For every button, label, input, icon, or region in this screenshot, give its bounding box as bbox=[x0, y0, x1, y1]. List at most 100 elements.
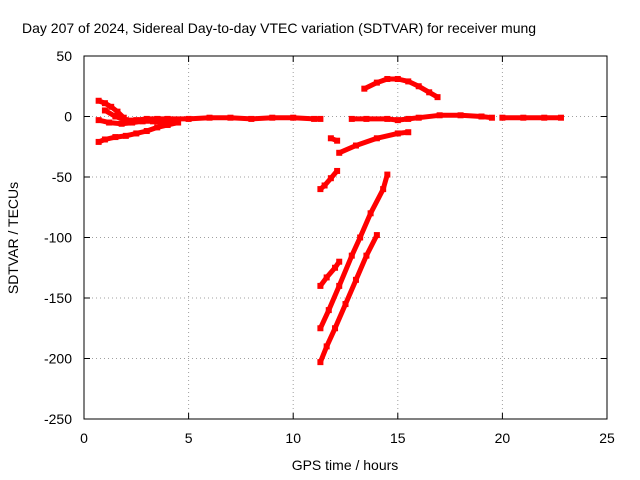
data-point bbox=[342, 301, 349, 308]
x-axis-label: GPS time / hours bbox=[292, 457, 399, 473]
data-point bbox=[106, 119, 113, 126]
data-point bbox=[336, 149, 343, 156]
y-tick-label: 50 bbox=[56, 48, 72, 64]
data-point bbox=[323, 274, 330, 281]
data-point bbox=[317, 282, 324, 289]
data-point bbox=[373, 232, 380, 239]
data-point bbox=[143, 128, 150, 135]
y-tick-label: -150 bbox=[44, 290, 72, 306]
data-point bbox=[336, 258, 343, 265]
x-tick-label: 25 bbox=[599, 430, 615, 446]
series-layer bbox=[95, 75, 564, 366]
data-point bbox=[143, 115, 150, 122]
data-point bbox=[348, 115, 355, 122]
data-point bbox=[348, 252, 355, 259]
data-point bbox=[363, 252, 370, 259]
data-point bbox=[164, 121, 171, 128]
data-point bbox=[334, 137, 341, 144]
data-point bbox=[394, 75, 401, 82]
data-point bbox=[317, 325, 324, 332]
grid-layer bbox=[84, 56, 607, 419]
data-point bbox=[373, 135, 380, 142]
data-point bbox=[499, 114, 506, 121]
data-point bbox=[95, 97, 102, 104]
data-point bbox=[363, 115, 370, 122]
y-tick-label: -100 bbox=[44, 230, 72, 246]
data-point bbox=[384, 171, 391, 178]
data-point bbox=[133, 130, 140, 137]
y-tick-label: -250 bbox=[44, 411, 72, 427]
data-point bbox=[101, 107, 108, 114]
data-point bbox=[457, 112, 464, 119]
data-point bbox=[394, 117, 401, 124]
data-point bbox=[154, 115, 161, 122]
tick-label-layer: 0 5 10 15 20 25 50 0 -50 -100 -150 -200 -250 bbox=[44, 48, 615, 446]
data-point bbox=[336, 282, 343, 289]
data-point bbox=[384, 75, 391, 82]
data-point bbox=[332, 325, 339, 332]
data-point bbox=[426, 89, 433, 96]
data-point bbox=[405, 115, 412, 122]
data-point bbox=[133, 117, 140, 124]
data-point bbox=[311, 115, 318, 122]
data-point bbox=[352, 142, 359, 149]
data-point bbox=[317, 186, 324, 193]
data-point bbox=[394, 130, 401, 137]
data-point bbox=[185, 115, 192, 122]
data-point bbox=[415, 83, 422, 90]
x-tick-label: 10 bbox=[285, 430, 301, 446]
data-point bbox=[206, 114, 213, 121]
data-point bbox=[436, 112, 443, 119]
data-point bbox=[327, 175, 334, 182]
data-point bbox=[227, 114, 234, 121]
data-point bbox=[478, 113, 485, 120]
data-point bbox=[323, 343, 330, 350]
data-point bbox=[405, 78, 412, 85]
data-point bbox=[434, 94, 441, 101]
data-point bbox=[248, 115, 255, 122]
series-arc-6 bbox=[351, 112, 493, 123]
data-point bbox=[317, 359, 324, 366]
data-point bbox=[520, 114, 527, 121]
data-point bbox=[175, 119, 182, 126]
data-point bbox=[317, 115, 324, 122]
data-point bbox=[101, 100, 108, 107]
y-tick-label: -50 bbox=[52, 169, 72, 185]
data-point bbox=[112, 113, 119, 120]
data-point bbox=[122, 132, 129, 139]
series-arc-11 bbox=[318, 173, 390, 330]
data-point bbox=[112, 134, 119, 141]
data-point bbox=[321, 182, 328, 189]
data-point bbox=[327, 135, 334, 142]
data-point bbox=[380, 186, 387, 193]
data-point bbox=[164, 115, 171, 122]
data-point bbox=[95, 117, 102, 124]
data-point bbox=[269, 114, 276, 121]
data-point bbox=[122, 117, 129, 124]
data-point bbox=[384, 115, 391, 122]
data-point bbox=[332, 264, 339, 271]
y-axis-label: SDTVAR / TECUs bbox=[5, 182, 21, 294]
x-tick-label: 0 bbox=[80, 430, 88, 446]
data-point bbox=[541, 114, 548, 121]
data-point bbox=[557, 114, 564, 121]
data-point bbox=[488, 114, 495, 121]
y-tick-label: -200 bbox=[44, 351, 72, 367]
data-point bbox=[357, 234, 364, 241]
x-tick-label: 15 bbox=[390, 430, 406, 446]
x-tick-label: 5 bbox=[185, 430, 193, 446]
data-point bbox=[361, 85, 368, 92]
data-point bbox=[367, 210, 374, 217]
data-point bbox=[108, 103, 115, 110]
x-tick-label: 20 bbox=[495, 430, 511, 446]
y-tick-label: 0 bbox=[64, 109, 72, 125]
data-point bbox=[118, 120, 125, 127]
chart-title: Day 207 of 2024, Sidereal Day-to-day VTE… bbox=[22, 20, 536, 36]
data-point bbox=[405, 129, 412, 136]
tick-layer bbox=[83, 55, 608, 420]
data-point bbox=[325, 307, 332, 314]
data-point bbox=[373, 79, 380, 86]
data-point bbox=[334, 167, 341, 174]
data-point bbox=[352, 276, 359, 283]
